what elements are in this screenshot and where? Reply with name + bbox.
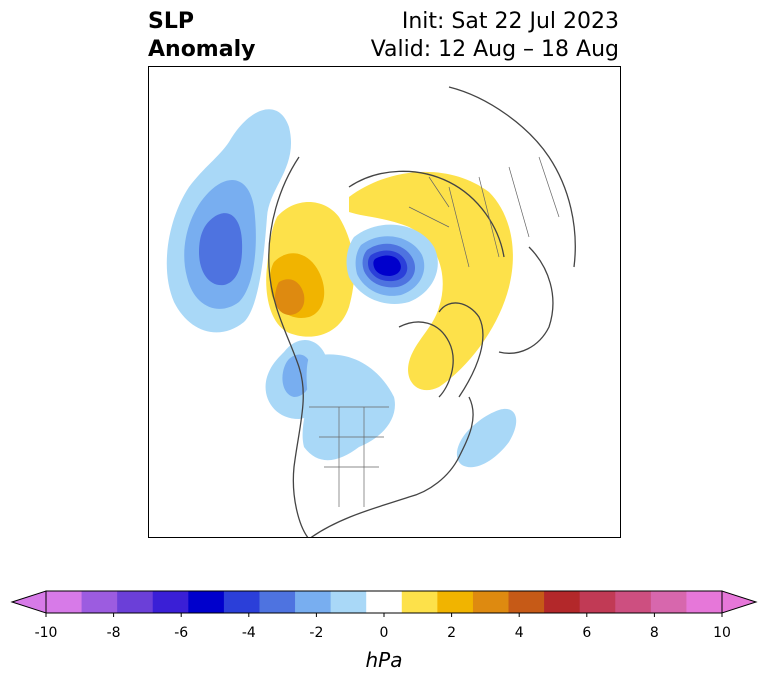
colorbar-cell (650, 591, 687, 613)
map-canvas (166, 86, 576, 537)
anomaly-alaska-level3 (274, 279, 305, 315)
colorbar-cell (686, 591, 723, 613)
colorbar-cell (188, 591, 225, 613)
init-date: Init: Sat 22 Jul 2023 (401, 9, 619, 34)
colorbar-cell (152, 591, 189, 613)
colorbar-cell (544, 591, 581, 613)
colorbar-cell (437, 591, 474, 613)
title-variable-line1: SLP (148, 9, 194, 34)
colorbar-tick-label: -2 (309, 625, 324, 641)
valid-dates: Valid: 12 Aug – 18 Aug (370, 37, 619, 62)
colorbar-cell (366, 591, 403, 613)
colorbar-cell (223, 591, 260, 613)
colorbar-cell (615, 591, 652, 613)
colorbar-tick-label: 8 (649, 625, 659, 641)
anomaly-central-arctic-level5 (373, 255, 401, 276)
title-variable-line2: Anomaly (148, 37, 256, 62)
colorbar-tick-label: 4 (514, 625, 524, 641)
colorbar-extend-low-arrow (10, 590, 47, 614)
map-panel (148, 66, 621, 538)
colorbar-tick-label: -4 (241, 625, 256, 641)
colorbar-tick-label: 2 (447, 625, 457, 641)
colorbar-tick-label: -8 (106, 625, 121, 641)
colorbar-cell (117, 591, 154, 613)
title-dates: Init: Sat 22 Jul 2023 Valid: 12 Aug – 18… (371, 8, 619, 64)
colorbar-cell (295, 591, 332, 613)
colorbar-tick-label: 10 (713, 625, 731, 641)
colorbar-cell (330, 591, 367, 613)
colorbar-cell (81, 591, 118, 613)
title-variable: SLP Anomaly (148, 8, 255, 64)
colorbar-cell (401, 591, 438, 613)
colorbar-tick-label: 0 (379, 625, 389, 641)
colorbar-unit: hPa (365, 648, 403, 672)
colorbar-tick-label: -10 (34, 625, 58, 641)
colorbar-cell (259, 591, 296, 613)
anomaly-north-atlantic (456, 408, 517, 468)
colorbar-tick-label: 6 (582, 625, 592, 641)
anomaly-siberia-greenland (349, 171, 513, 391)
anomaly-north-pacific-level3 (199, 213, 243, 286)
political-borders (309, 156, 560, 507)
colorbar-tick-label: -6 (174, 625, 189, 641)
colorbar-extend-high-arrow (721, 590, 758, 614)
anomaly-fills (166, 109, 517, 468)
colorbar-cell (46, 591, 83, 613)
colorbar-graphic (10, 590, 758, 617)
colorbar-cell (508, 591, 545, 613)
colorbar-cell (472, 591, 510, 613)
coastlines (268, 86, 576, 537)
anomaly-western-canada-level2 (282, 354, 312, 397)
colorbar-cell (579, 591, 616, 613)
colorbar (0, 580, 768, 684)
